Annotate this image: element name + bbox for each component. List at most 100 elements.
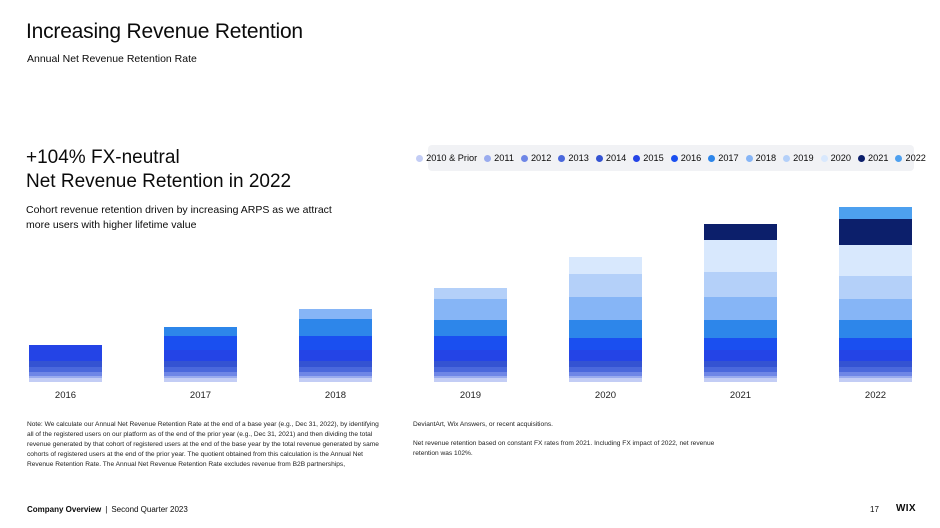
bar-segment [29, 367, 102, 372]
bar-segment [839, 350, 912, 361]
legend-swatch [745, 154, 753, 162]
legend-swatch [820, 154, 828, 162]
bar-segment [569, 338, 642, 350]
bar-segment [164, 378, 237, 382]
bar-segment [704, 338, 777, 350]
footnote-right-1: DeviantArt, Wix Answers, or recent acqui… [413, 421, 553, 428]
bar-segment [704, 376, 777, 378]
footer-period: Second Quarter 2023 [111, 505, 188, 514]
bar-segment [434, 378, 507, 382]
stacked-bar-chart: 2016 2017 2018 2019 2020 2021 2022 [29, 207, 912, 401]
bar-segment [839, 376, 912, 378]
bar-segment [839, 299, 912, 320]
bar-segment [434, 376, 507, 378]
wix-logo: WIX [896, 503, 916, 514]
bar-segment [434, 288, 507, 299]
bar-segment [164, 376, 237, 378]
bar-segment [29, 372, 102, 376]
bar-segment [164, 327, 237, 336]
legend-swatch [895, 154, 903, 162]
legend-label: 2017 [718, 153, 739, 163]
legend-item: 2014 [595, 153, 627, 163]
legend-label: 2014 [605, 153, 627, 163]
x-tick-label: 2021 [730, 390, 751, 401]
legend-label: 2015 [643, 153, 664, 163]
bar-segment [839, 378, 912, 382]
headline: +104% FX-neutral Net Revenue Retention i… [26, 146, 291, 194]
footer-section: Company Overview | Second Quarter 2023 [27, 505, 188, 514]
bar-segment [434, 367, 507, 372]
legend-swatch [595, 154, 603, 162]
legend-label: 2021 [868, 153, 889, 163]
bar-segment [164, 361, 237, 367]
legend-item: 2021 [858, 153, 888, 163]
legend-item: 2011 [484, 153, 514, 163]
legend-item: 2022 [895, 153, 926, 163]
bar-segment [704, 320, 777, 338]
bar-segment [704, 350, 777, 361]
legend-swatch [520, 154, 528, 162]
bar-segment [569, 257, 642, 274]
legend-label: 2018 [755, 153, 777, 163]
bar-segment [704, 361, 777, 367]
bar-segment [839, 367, 912, 372]
bar-segment [29, 376, 102, 378]
legend-item: 2010 & Prior [416, 153, 477, 163]
bar-segment [434, 299, 507, 320]
legend-item: 2020 [820, 153, 851, 163]
bar-segment [434, 336, 507, 350]
bar-segment [299, 336, 372, 350]
bar-segment [164, 372, 237, 376]
x-tick-label: 2017 [190, 390, 211, 401]
bar-segment [164, 350, 237, 361]
bar-segment [569, 372, 642, 376]
bar-segment [299, 361, 372, 367]
bar-segment [569, 350, 642, 361]
bar-segment [704, 272, 777, 297]
legend-swatch [670, 154, 678, 162]
bar-segment [299, 350, 372, 361]
footnote-right: DeviantArt, Wix Answers, or recent acqui… [413, 420, 733, 468]
legend-item: 2019 [783, 153, 814, 163]
bar-segment [164, 336, 237, 350]
legend-swatch [558, 154, 566, 162]
bar-segment [839, 361, 912, 367]
bar-segment [299, 372, 372, 376]
legend-item: 2015 [633, 153, 664, 163]
bar-segment [839, 245, 912, 276]
bar-segment [299, 367, 372, 372]
bar-segment [569, 367, 642, 372]
bar-segment [569, 361, 642, 367]
footnote-left: Note: We calculate our Annual Net Revenu… [27, 421, 379, 468]
legend-swatch [484, 154, 492, 162]
chart-description: Cohort revenue retention driven by incre… [26, 204, 332, 231]
footer-separator: | [105, 505, 108, 514]
bar-segment [839, 372, 912, 376]
bar-segment [29, 378, 102, 382]
bar-segment [704, 240, 777, 272]
bar-segment [299, 378, 372, 382]
footnote-right-2: Net revenue retention based on constant … [413, 440, 715, 457]
bar-segment [569, 378, 642, 382]
bar-segment [839, 219, 912, 245]
page-number: 17 [870, 505, 879, 514]
bar-segment [839, 320, 912, 338]
legend-swatch [633, 154, 641, 162]
legend-label: 2012 [530, 153, 552, 163]
bar-segment [434, 320, 507, 336]
bar-segment [704, 372, 777, 376]
bar-segment [569, 297, 642, 320]
legend-item: 2017 [708, 153, 739, 163]
bar-segment [434, 361, 507, 367]
legend-swatch [708, 154, 716, 162]
legend-label: 2022 [905, 153, 926, 163]
bar-segment [299, 319, 372, 336]
bar-segment [704, 378, 777, 382]
legend-label: 2016 [680, 153, 702, 163]
headline-line-1: +104% FX-neutral [26, 147, 180, 168]
legend-swatch [858, 154, 866, 162]
bar-segment [299, 376, 372, 378]
legend-label: 2013 [568, 153, 589, 163]
x-tick-label: 2018 [325, 390, 346, 401]
legend-label: 2010 & Prior [426, 153, 478, 163]
